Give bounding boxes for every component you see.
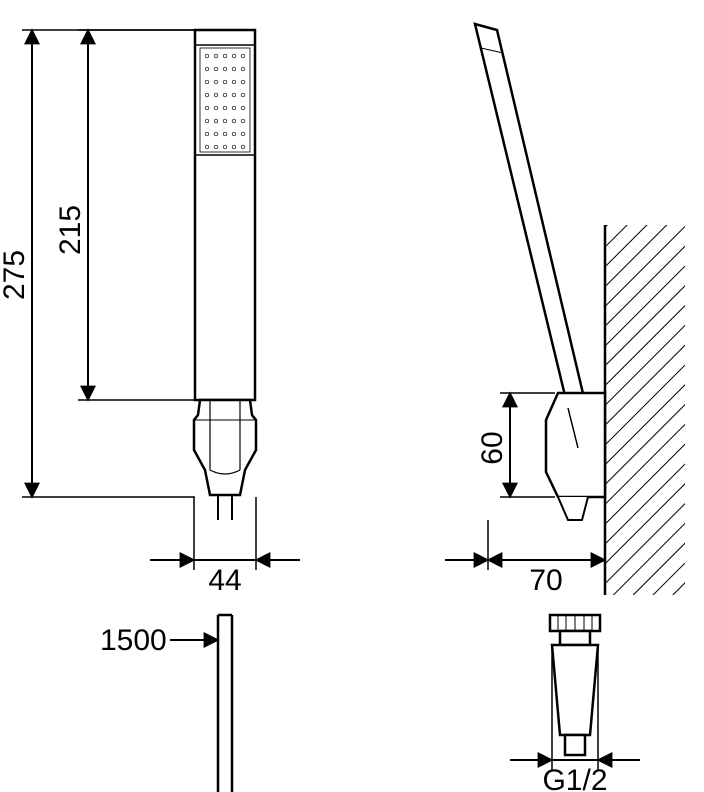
dim-275-text: 275	[0, 250, 31, 300]
connector-view	[550, 615, 600, 755]
dim-44-text: 44	[208, 564, 241, 597]
dim-70-text: 70	[529, 564, 562, 597]
dim-1500: 1500	[100, 624, 218, 657]
dim-44: 44	[150, 497, 300, 597]
dim-60: 60	[476, 393, 555, 497]
hose-view	[218, 615, 232, 792]
dim-60-text: 60	[476, 431, 509, 464]
dim-215-text: 215	[54, 205, 87, 255]
dim-70: 70	[445, 520, 605, 597]
side-view	[475, 24, 685, 595]
dim-1500-text: 1500	[100, 624, 167, 657]
dim-215: 215	[54, 30, 195, 400]
dim-thread-text: G1/2	[542, 764, 607, 792]
dim-275: 275	[0, 30, 195, 497]
technical-drawing: 275 215 44 60	[0, 0, 704, 792]
front-view	[194, 30, 256, 520]
